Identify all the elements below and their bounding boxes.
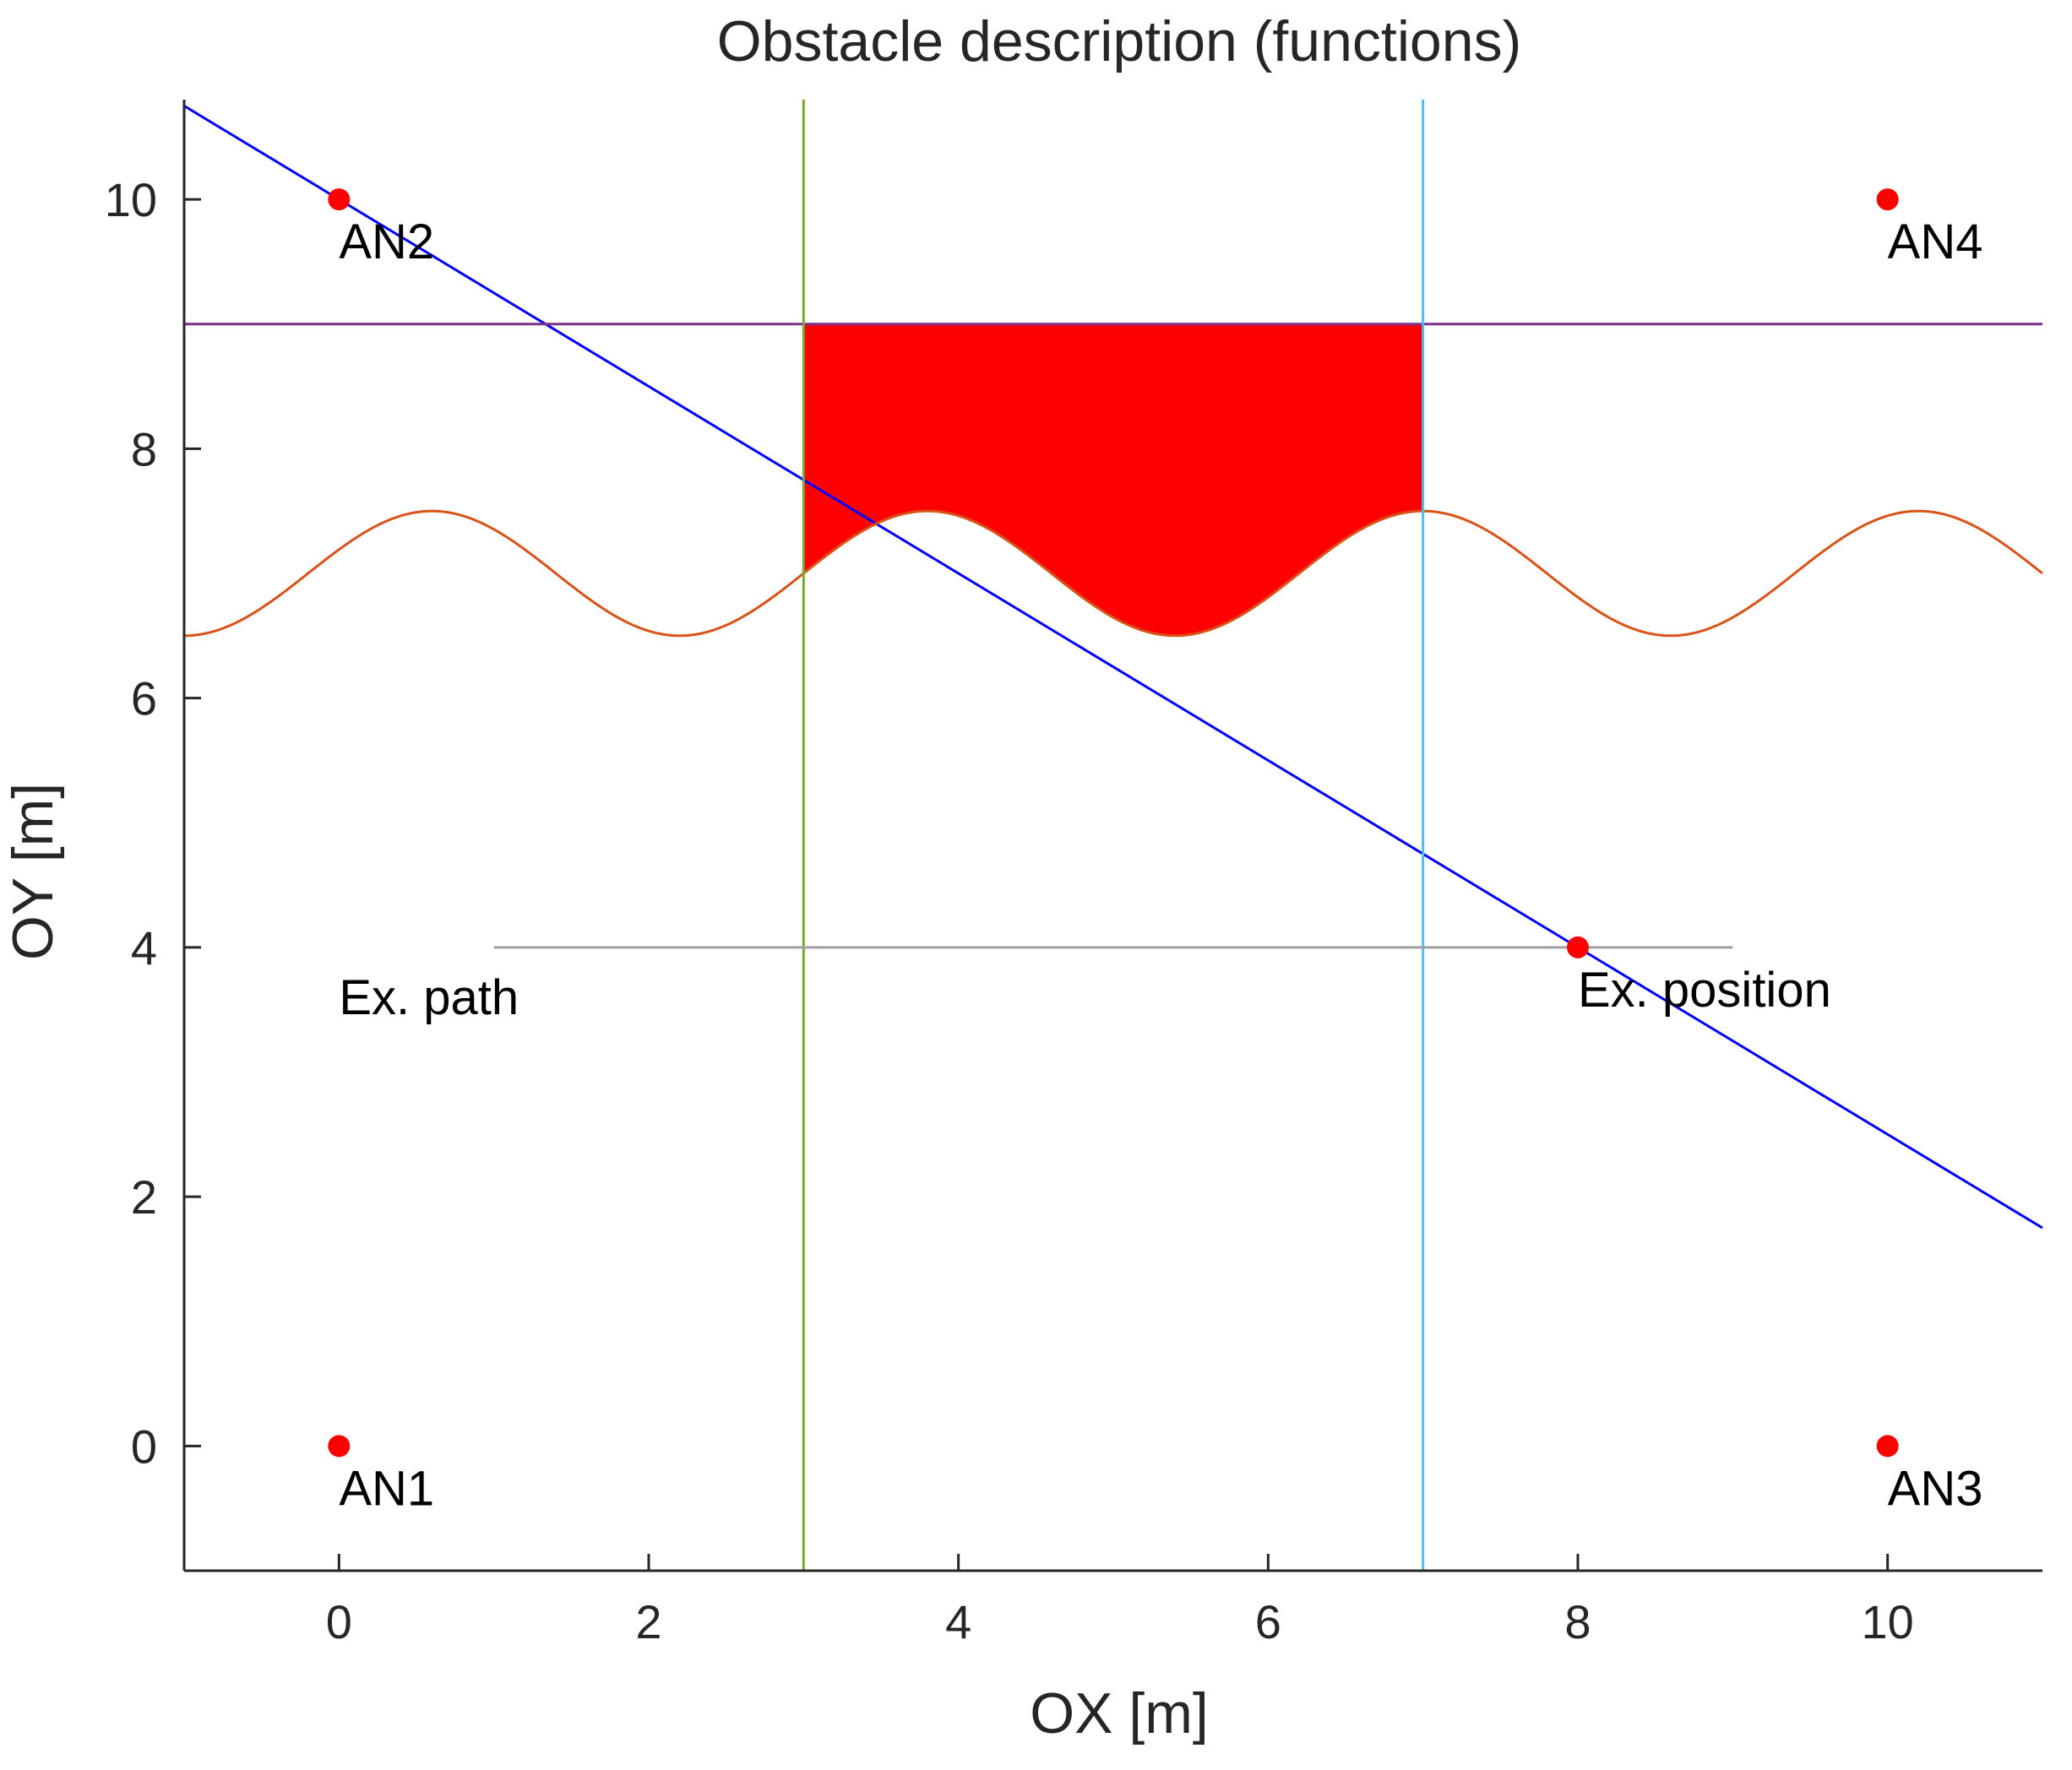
x-tick-label: 8 xyxy=(1564,1595,1591,1648)
plot-area: AN1 AN2 AN3 AN4 Ex. position Ex. path xyxy=(183,100,2043,1571)
marker-an4 xyxy=(1876,188,1899,211)
marker-an2 xyxy=(328,188,351,211)
y-tick-label: 0 xyxy=(131,1420,157,1473)
y-tick-label: 8 xyxy=(131,422,157,475)
y-tick-label: 2 xyxy=(131,1170,157,1224)
series-ex-path-line xyxy=(183,105,2043,1230)
y-tick-label: 4 xyxy=(131,921,157,975)
x-tick-label: 6 xyxy=(1255,1595,1281,1648)
label-an4: AN4 xyxy=(1888,214,1983,269)
chart-title: Obstacle description (functions) xyxy=(717,9,1521,73)
y-tick-label: 10 xyxy=(105,173,157,226)
x-tick-label: 10 xyxy=(1862,1595,1914,1648)
axes: 0 2 4 6 8 10 0 2 4 6 8 10 xyxy=(105,100,2042,1648)
label-an2: AN2 xyxy=(339,214,434,269)
y-tick-label: 6 xyxy=(131,672,157,725)
label-example-position: Ex. position xyxy=(1578,963,1831,1018)
marker-an3 xyxy=(1876,1435,1899,1458)
y-axis-label: OY [m] xyxy=(1,783,65,960)
obstacle-region xyxy=(803,323,1423,636)
x-tick-label: 2 xyxy=(635,1595,661,1648)
label-example-path: Ex. path xyxy=(339,970,519,1025)
marker-example-position xyxy=(1567,936,1589,958)
x-tick-label: 0 xyxy=(326,1595,352,1648)
marker-an1 xyxy=(328,1435,351,1458)
label-an3: AN3 xyxy=(1888,1461,1983,1516)
series-sinusoidal-bound xyxy=(183,509,2043,638)
x-axis-label: OX [m] xyxy=(1030,1681,1209,1746)
label-an1: AN1 xyxy=(339,1461,434,1516)
x-tick-label: 4 xyxy=(945,1595,971,1648)
